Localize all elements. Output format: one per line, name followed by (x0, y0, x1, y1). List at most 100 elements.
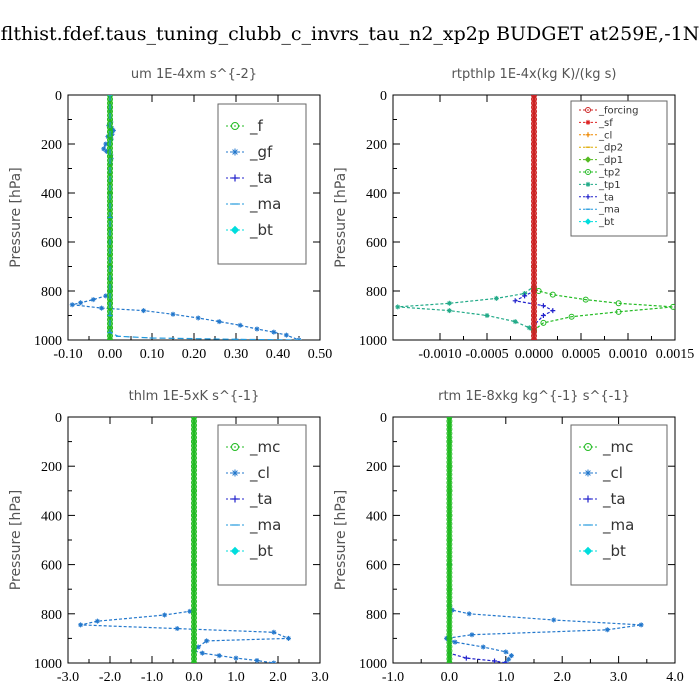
series-line-ma (109, 95, 300, 340)
data-point-mc (446, 631, 453, 638)
data-point-mc (191, 491, 197, 498)
y-tick-label: 800 (366, 608, 387, 623)
data-point-mc (446, 504, 453, 511)
data-point-f (107, 337, 113, 340)
data-point-mc (446, 602, 453, 609)
data-point-mc (446, 619, 453, 625)
data-point-mc (191, 438, 197, 445)
x-tick-label: 3.0 (610, 670, 628, 685)
data-point-mc (191, 569, 197, 576)
data-point-gf (170, 311, 176, 317)
data-point-forcing (531, 185, 537, 192)
data-point-gf (99, 305, 105, 311)
data-point-forcing (531, 104, 537, 111)
x-tick-label: 3.0 (311, 670, 329, 685)
data-point-mc (191, 475, 197, 482)
y-tick-label: 200 (366, 460, 387, 475)
data-point-forcing (531, 206, 537, 213)
data-point-forcing (531, 120, 537, 127)
data-point-ta (492, 658, 498, 663)
data-point-forcing (531, 328, 537, 335)
data-point-ta (540, 303, 546, 309)
data-point-forcing (531, 128, 537, 135)
data-point-forcing (531, 267, 537, 274)
data-point-forcing (531, 190, 537, 196)
data-point-forcing (531, 214, 537, 221)
data-point-mc (191, 508, 197, 515)
data-point-mc (446, 565, 453, 572)
x-tick-label: 0.20 (182, 347, 207, 362)
data-point-mc (191, 619, 197, 625)
x-tick-label: -0.0010 (418, 347, 461, 362)
data-point-forcing (531, 177, 537, 184)
data-point-tp1 (493, 295, 499, 301)
data-point-forcing (531, 165, 537, 172)
data-point-mc (446, 459, 453, 466)
y-tick-label: 1000 (34, 657, 62, 672)
data-point-tp2 (582, 296, 589, 303)
series-line-tp2 (533, 95, 674, 340)
data-point-mc (191, 537, 197, 543)
data-point-forcing (531, 181, 537, 188)
legend-marker-ta (231, 495, 239, 503)
data-point-tp1 (484, 313, 490, 318)
legend-label: _ma (602, 516, 634, 535)
data-point-forcing (531, 169, 537, 176)
data-point-mc (191, 553, 197, 560)
data-point-mc (191, 623, 197, 630)
legend-label: _forcing (598, 106, 639, 117)
y-tick-label: 0 (380, 411, 387, 426)
legend-label: _ta (249, 490, 273, 509)
data-point-mc (446, 541, 453, 548)
data-point-cl (480, 644, 486, 650)
data-point-forcing (531, 255, 537, 262)
y-axis-label: Pressure [hPa] (8, 490, 24, 590)
data-point-mc (191, 455, 197, 461)
data-point-mc (191, 565, 197, 572)
x-tick-label: -1.0 (382, 670, 404, 685)
data-point-gf (283, 332, 289, 338)
data-point-forcing (531, 275, 537, 282)
data-point-cl (638, 622, 644, 628)
data-point-forcing (531, 337, 537, 340)
x-tick-label: 2.0 (269, 670, 287, 685)
legend-label: _ma (249, 516, 281, 535)
data-point-mc (191, 430, 197, 437)
y-tick-label: 0 (380, 89, 387, 104)
data-point-f (107, 332, 113, 339)
data-point-forcing (531, 332, 537, 339)
data-point-mc (446, 639, 453, 646)
legend-marker-cl (231, 469, 239, 477)
data-point-gf (195, 315, 201, 321)
data-point-gf (216, 319, 222, 325)
data-point-forcing (531, 116, 537, 123)
data-point-mc (191, 627, 197, 634)
data-point-mc (191, 573, 197, 580)
data-point-mc (191, 586, 197, 593)
legend-box (570, 424, 668, 586)
data-point-cl (469, 632, 475, 638)
data-point-cl (452, 639, 458, 645)
data-point-mc (191, 602, 197, 609)
data-point-mc (191, 463, 197, 470)
data-point-mc (446, 418, 453, 425)
data-point-tp2 (615, 300, 622, 307)
data-point-mc (446, 614, 453, 621)
data-point-forcing (531, 288, 537, 294)
y-tick-label: 0 (55, 411, 62, 426)
y-tick-label: 200 (366, 138, 387, 153)
x-tick-label: -1.0 (141, 670, 163, 685)
legend-marker-bt (230, 225, 240, 235)
panel-title: rtpthlp 1E-4x(kg K)/(kg s) (452, 67, 617, 82)
data-point-mc (191, 643, 197, 650)
data-point-forcing (531, 202, 537, 209)
legend-marker-forcing (585, 107, 591, 113)
data-point-ta (512, 298, 518, 304)
chart-panel-thlm: thlm 1E-5xK s^{-1} Pressure [hPa] -3.0 -2.0… (8, 389, 329, 685)
data-point-mc (446, 655, 453, 662)
data-point-mc (191, 545, 197, 552)
data-point-mc (191, 561, 197, 568)
x-tick-label: 4.0 (666, 670, 684, 685)
data-point-forcing (531, 210, 537, 217)
data-point-cl (271, 629, 277, 635)
